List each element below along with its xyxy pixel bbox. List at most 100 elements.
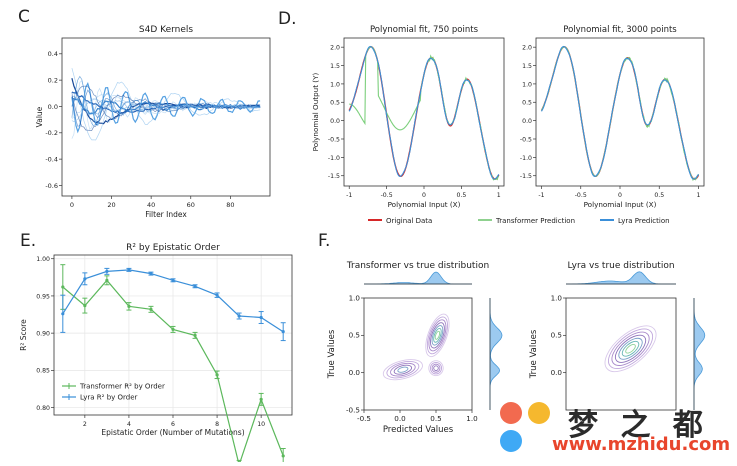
panel-f2-frame	[565, 297, 677, 411]
panel-f1-contour	[382, 359, 423, 381]
panel-f1-right-marginal	[489, 298, 503, 410]
panel-d1-title: Polynomial fit, 750 points	[370, 25, 479, 35]
panel-f1-ytick-label: 0.0	[349, 368, 361, 377]
panel-f1-contour	[433, 365, 439, 372]
data-point	[149, 272, 153, 276]
panel-d1-xtick-label: -0.5	[381, 192, 393, 199]
panel-f2-contour	[614, 334, 647, 363]
panel-f1-ylabel: True Values	[327, 329, 337, 379]
panel-d1-ytick-label: 0.5	[330, 100, 340, 107]
panel-f1-xtick-label: 1.0	[466, 414, 478, 423]
data-point	[215, 293, 219, 297]
data-point	[61, 285, 65, 289]
data-point	[61, 312, 65, 316]
panel-f1-ytick-label: -0.5	[346, 405, 360, 414]
panel-f1-contour	[431, 325, 444, 346]
panel-f2-top-marginal	[566, 271, 676, 285]
panel-e-ylabel: R² Score	[19, 319, 28, 351]
panel-f1-ytick-label: 1.0	[349, 293, 361, 302]
panel-f2-ytick-label: 1.0	[551, 293, 563, 302]
panel-d1-ytick-label: 1.5	[330, 63, 340, 70]
panel-f1-top-marginal	[364, 271, 472, 285]
panel-e-title: R² by Epistatic Order	[126, 243, 220, 253]
panel-f1-contour	[425, 313, 450, 358]
panel-d1-xtick-label: 0.5	[456, 192, 466, 199]
panel-e-ytick-label: 0.90	[36, 331, 50, 338]
panel-e-ytick-label: 0.95	[36, 293, 50, 300]
panel-d1-lyra-line	[348, 45, 500, 180]
panel-c-title: S4D Kernels	[139, 25, 194, 35]
panel-f2-ylabel: True Values	[529, 329, 539, 379]
panel-e-xtick-label: 6	[171, 421, 175, 428]
data-point	[259, 397, 263, 401]
panel-f1-ytick-label: 0.5	[349, 331, 360, 340]
panel-d1-ytick-label: 1.0	[330, 81, 340, 88]
panel-f1-contour	[428, 360, 444, 377]
panel-d2-xlabel: Polynomial Input (X)	[584, 200, 657, 209]
panel-c-ytick-label: -0.6	[45, 182, 58, 190]
panel-d1-transformer-line	[349, 46, 500, 181]
panel-d1-xtick-label: 1	[497, 192, 501, 199]
panel-d2-xtick-label: -1	[538, 192, 544, 199]
panel-d2-ytick-label: 1.0	[522, 81, 532, 88]
panel-d2-ytick-label: -0.5	[520, 136, 532, 143]
panel-e-ytick-label: 0.80	[36, 405, 50, 412]
panel-c-ytick-label: 0.0	[48, 103, 58, 111]
panel-f1-contour	[434, 330, 441, 340]
panel-d1-ylabel: Polynomial Output (Y)	[311, 73, 320, 152]
kernel-line	[71, 85, 261, 120]
panel-f2-ytick-label: 0.0	[551, 368, 563, 377]
panel-e-xlabel: Epistatic Order (Number of Mutations)	[101, 428, 244, 437]
panel-d1-ytick-label: -0.5	[328, 136, 340, 143]
legend-d-label: Transformer Prediction	[495, 217, 575, 225]
panel-e-xtick-label: 8	[215, 421, 219, 428]
panel-f1-xtick-label: -0.5	[357, 414, 371, 423]
panel-d2-xtick-label: 1	[697, 192, 701, 199]
panel-f2-contour	[611, 331, 650, 366]
panel-f1-xtick-label: 0.0	[394, 414, 406, 423]
panel-f1-contour	[429, 361, 443, 375]
kernel-line	[71, 94, 261, 131]
watermark: 梦 之 都 www.mzhidu.com	[494, 398, 731, 456]
panel-d2-ytick-label: -1.5	[520, 173, 532, 180]
panel-d2-xtick-label: 0.5	[654, 192, 664, 199]
panel-e-letter: E.	[20, 231, 36, 251]
panel-f2-right-marginal	[693, 298, 706, 410]
panel-f1-title: Transformer vs true distribution	[346, 261, 489, 271]
panel-d1-ytick-label: 2.0	[330, 45, 340, 52]
data-point	[83, 304, 87, 308]
panel-d2-ytick-label: 1.5	[522, 63, 532, 70]
panel-f1-contour	[433, 327, 442, 343]
data-point	[281, 330, 285, 334]
panel-c-xlabel: Filter Index	[145, 210, 187, 219]
panel-d2-lyra-line	[541, 45, 699, 180]
kernel-line	[71, 68, 261, 141]
watermark-chinese-text: 梦 之 都	[568, 408, 709, 443]
panel-c-ylabel: Value	[35, 106, 44, 127]
legend-e-label: Lyra R² by Order	[80, 394, 138, 402]
panel-d-letter: D.	[278, 9, 297, 29]
panel-c-ytick-label: 0.4	[48, 50, 58, 58]
panel-d2-ytick-label: 0.0	[522, 118, 532, 125]
panel-f2-contour	[608, 328, 654, 369]
panel-d2-title: Polynomial fit, 3000 points	[563, 25, 677, 35]
data-point	[237, 314, 241, 318]
panel-c-letter: C	[18, 7, 30, 27]
panel-c-frame	[61, 37, 271, 197]
panel-d1-original-line	[348, 46, 500, 180]
data-point	[149, 307, 153, 311]
data-point	[215, 373, 219, 377]
panel-d1-frame	[343, 37, 505, 187]
data-point	[127, 304, 131, 308]
panel-f1-contour	[426, 316, 448, 355]
panel-c-ytick-label: -0.2	[45, 129, 58, 137]
panel-e-ytick-label: 0.85	[36, 368, 50, 375]
watermark-url: www.mzhidu.com	[552, 434, 731, 455]
panel-f2-contour	[604, 325, 657, 373]
panel-f1-contour	[397, 366, 409, 373]
legend-d-label: Lyra Prediction	[618, 217, 670, 225]
panel-c-ytick-label: -0.4	[45, 156, 58, 164]
panel-d1-xlabel: Polynomial Input (X)	[388, 200, 461, 209]
panel-d2-frame	[535, 37, 705, 187]
